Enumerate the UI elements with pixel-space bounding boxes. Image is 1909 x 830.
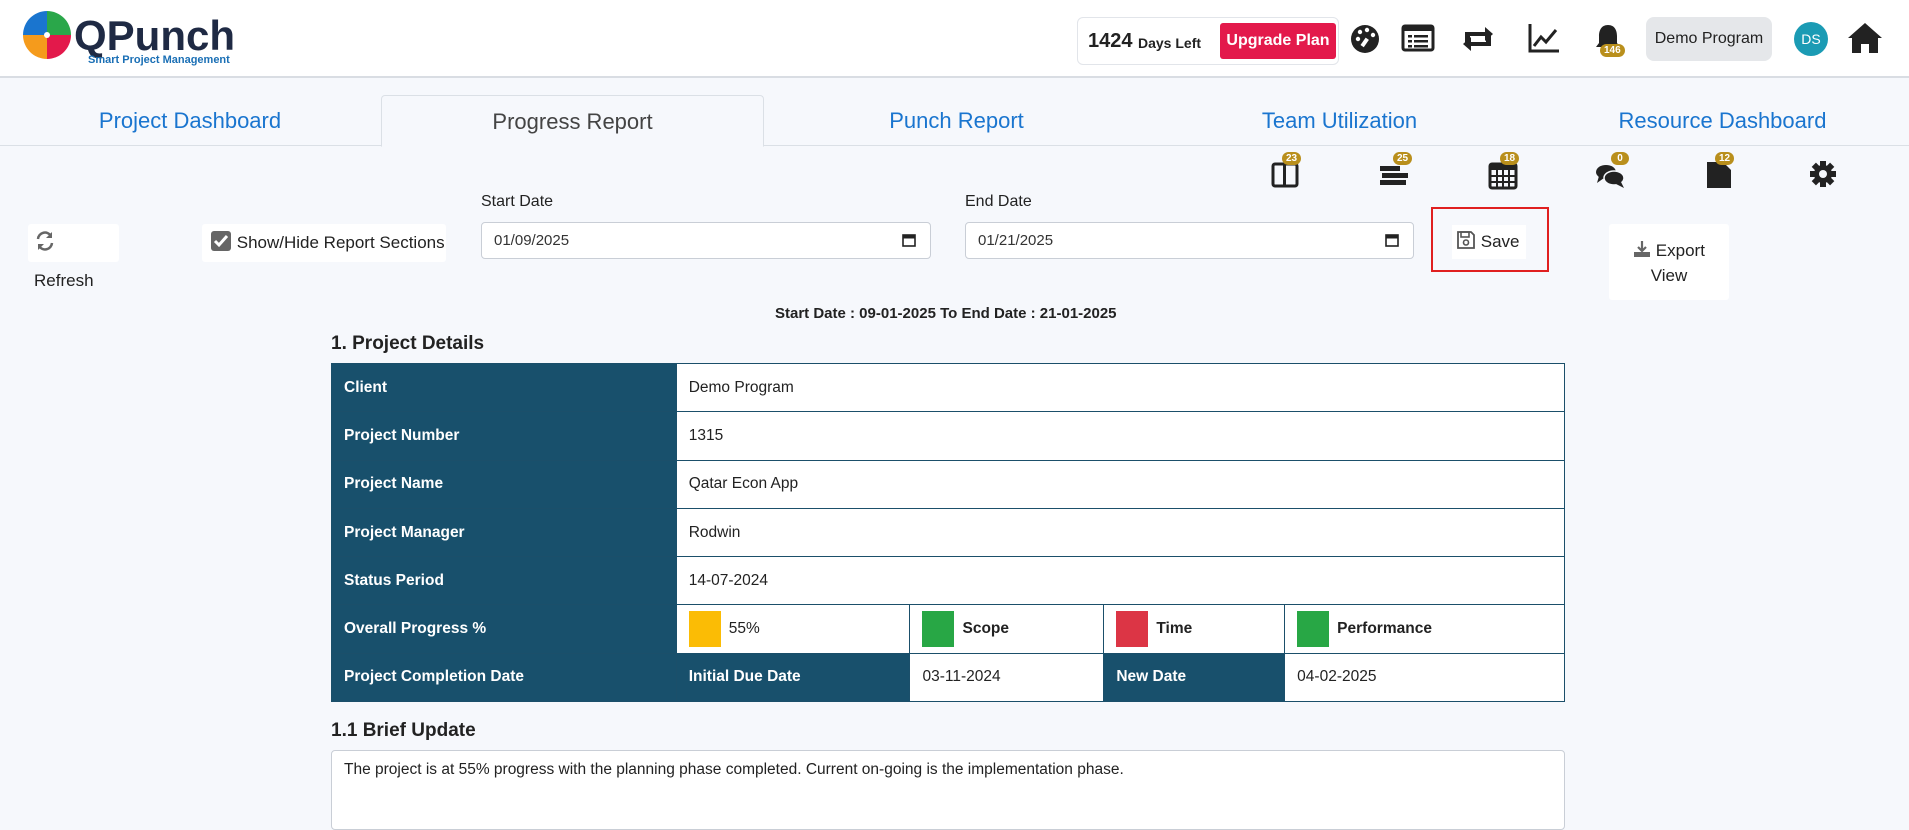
row-label: Status Period	[331, 556, 677, 606]
row-label: Project Manager	[331, 507, 677, 558]
start-date-value: 01/09/2025	[494, 232, 570, 249]
tab-progress-report[interactable]: Progress Report	[381, 95, 764, 147]
progress-status-swatch	[688, 611, 721, 648]
upgrade-plan-button[interactable]: Upgrade Plan	[1220, 23, 1336, 59]
file-badge: 12	[1715, 152, 1735, 165]
stacked-bars-badge: 25	[1393, 152, 1413, 165]
calendar-badge: 18	[1500, 152, 1520, 165]
retweet-icon[interactable]	[1461, 20, 1495, 56]
logo-tagline: Smart Project Management	[88, 54, 230, 66]
table-row: Overall Progress % 55% Scope Time Perfor…	[331, 604, 1565, 654]
dashboard-icon[interactable]	[1348, 20, 1382, 56]
logo-mark-icon	[23, 11, 71, 59]
project-number-value: 1315	[675, 411, 1566, 461]
brief-update-title: 1.1 Brief Update	[331, 720, 476, 741]
calendar-picker-icon[interactable]	[1385, 233, 1399, 247]
scope-label: Scope	[962, 620, 1009, 638]
refresh-button[interactable]: Refresh	[28, 224, 119, 290]
start-date-input[interactable]: 01/09/2025	[481, 222, 931, 259]
performance-cell: Performance	[1284, 604, 1565, 654]
gear-icon[interactable]	[1807, 158, 1839, 190]
checked-checkbox-icon	[211, 231, 231, 251]
table-row: Client Demo Program	[331, 362, 1566, 413]
table-row: Status Period 14-07-2024	[331, 556, 1566, 606]
project-manager-value: Rodwin	[675, 507, 1566, 558]
initial-due-date-label: Initial Due Date	[675, 652, 911, 703]
brief-update-text: The project is at 55% progress with the …	[344, 761, 1124, 778]
tab-punch-report[interactable]: Punch Report	[889, 108, 1024, 133]
table-row: Project Completion Date Initial Due Date…	[331, 652, 1565, 703]
time-status-swatch	[1116, 611, 1149, 648]
initial-due-date-value: 03-11-2024	[909, 652, 1105, 703]
end-date-value: 01/21/2025	[978, 232, 1054, 249]
export-view-button[interactable]: Export View	[1609, 224, 1729, 300]
days-left-count: 1424	[1088, 30, 1133, 52]
refresh-icon	[36, 231, 54, 251]
tab-project-dashboard[interactable]: Project Dashboard	[98, 108, 282, 133]
user-avatar[interactable]: DS	[1794, 22, 1828, 56]
scope-cell: Scope	[909, 604, 1105, 654]
performance-status-swatch	[1297, 611, 1330, 648]
table-row: Project Name Qatar Econ App	[331, 459, 1566, 509]
qpunch-logo[interactable]: QPunch Smart Project Management	[22, 10, 242, 68]
list-icon[interactable]	[1401, 20, 1435, 56]
row-label: Project Name	[331, 459, 677, 509]
file-icon[interactable]	[1703, 158, 1735, 190]
logo-text: QPunch	[74, 12, 236, 59]
time-label: Time	[1156, 620, 1193, 638]
date-range-summary: Start Date : 09-01-2025 To End Date : 21…	[775, 305, 1117, 322]
comments-badge: 0	[1611, 152, 1629, 165]
save-highlight-frame	[1431, 207, 1549, 272]
end-date-label: End Date	[965, 193, 1032, 210]
days-left-box: 1424 Days Left Upgrade Plan	[1077, 17, 1339, 65]
project-details-title: 1. Project Details	[331, 333, 485, 354]
save-label: Save	[1480, 232, 1520, 251]
notification-badge: 146	[1600, 44, 1625, 57]
download-icon	[1634, 241, 1651, 257]
brief-update-textbox[interactable]: The project is at 55% progress with the …	[331, 750, 1565, 830]
export-label-line2: View	[1650, 266, 1688, 285]
tab-team-utilization[interactable]: Team Utilization	[1261, 108, 1418, 133]
report-tabs: Project Dashboard Progress Report Punch …	[0, 78, 1909, 147]
floppy-disk-icon	[1457, 231, 1475, 249]
columns-badge: 23	[1282, 152, 1302, 165]
project-name-value: Qatar Econ App	[675, 459, 1566, 509]
new-date-label: New Date	[1103, 652, 1286, 703]
row-label: Overall Progress %	[331, 604, 677, 654]
chart-line-icon[interactable]	[1527, 20, 1561, 56]
overall-progress-value: 55%	[728, 620, 760, 638]
save-button[interactable]: Save	[1452, 225, 1526, 259]
refresh-label: Refresh	[34, 271, 94, 290]
program-selector-button[interactable]: Demo Program	[1646, 17, 1772, 61]
calendar-picker-icon[interactable]	[902, 233, 916, 247]
row-label: Project Completion Date	[331, 652, 677, 703]
home-icon[interactable]	[1846, 20, 1884, 56]
days-left-label: Days Left	[1138, 35, 1202, 51]
row-label: Client	[331, 362, 677, 413]
stacked-bars-icon[interactable]	[1378, 158, 1410, 190]
comments-icon[interactable]	[1594, 158, 1626, 190]
end-date-input[interactable]: 01/21/2025	[965, 222, 1414, 259]
performance-label: Performance	[1337, 620, 1432, 638]
overall-progress-cell: 55%	[675, 604, 911, 654]
new-date-value: 04-02-2025	[1284, 652, 1565, 703]
export-label-line1: Export	[1655, 241, 1705, 260]
client-value: Demo Program	[675, 362, 1566, 413]
tab-resource-dashboard[interactable]: Resource Dashboard	[1618, 108, 1827, 133]
start-date-label: Start Date	[481, 193, 554, 210]
show-hide-sections-button[interactable]: Show/Hide Report Sections	[202, 224, 446, 262]
time-cell: Time	[1103, 604, 1286, 654]
row-label: Project Number	[331, 411, 677, 461]
project-details-table: Client Demo Program Project Number 1315 …	[331, 362, 1566, 703]
show-hide-sections-label: Show/Hide Report Sections	[236, 233, 445, 252]
table-row: Project Manager Rodwin	[331, 507, 1566, 558]
status-period-value: 14-07-2024	[675, 556, 1566, 606]
table-row: Project Number 1315	[331, 411, 1566, 461]
scope-status-swatch	[922, 611, 955, 648]
top-header: QPunch Smart Project Management 1424 Day…	[0, 0, 1909, 78]
